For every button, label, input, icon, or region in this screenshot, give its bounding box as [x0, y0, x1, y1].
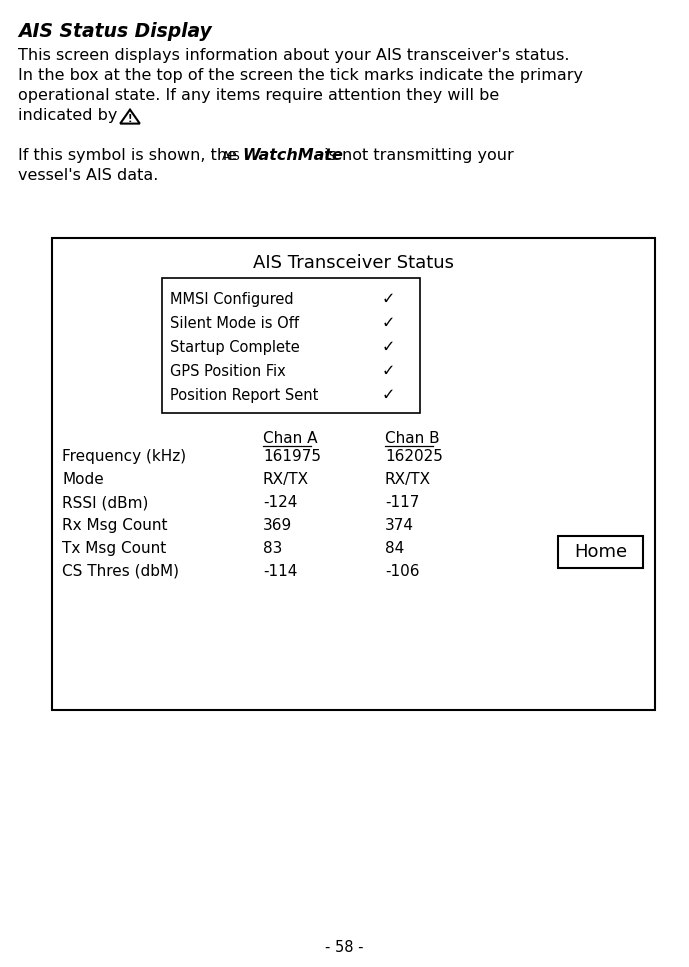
Text: AIS Transceiver Status: AIS Transceiver Status — [253, 254, 454, 272]
Text: WatchMate: WatchMate — [242, 148, 343, 163]
Text: RX/TX: RX/TX — [385, 472, 431, 487]
Text: AIS Status Display: AIS Status Display — [18, 22, 212, 41]
Text: CS Thres (dbM): CS Thres (dbM) — [62, 564, 179, 579]
Text: -106: -106 — [385, 564, 420, 579]
Text: Frequency (kHz): Frequency (kHz) — [62, 449, 186, 464]
Text: ✓: ✓ — [382, 292, 395, 307]
Text: !: ! — [127, 114, 132, 124]
Text: Chan B: Chan B — [385, 431, 440, 446]
Text: GPS Position Fix: GPS Position Fix — [170, 364, 286, 379]
Text: Position Report Sent: Position Report Sent — [170, 388, 318, 403]
Text: AIS: AIS — [222, 150, 240, 163]
Text: Startup Complete: Startup Complete — [170, 340, 300, 355]
Text: 161975: 161975 — [263, 449, 321, 464]
Text: ✓: ✓ — [382, 316, 395, 331]
Text: is not transmitting your: is not transmitting your — [319, 148, 514, 163]
Text: vessel's AIS data.: vessel's AIS data. — [18, 168, 158, 183]
Text: Tx Msg Count: Tx Msg Count — [62, 541, 166, 556]
Text: In the box at the top of the screen the tick marks indicate the primary: In the box at the top of the screen the … — [18, 68, 583, 83]
Text: ✓: ✓ — [382, 364, 395, 379]
Text: This screen displays information about your AIS transceiver's status.: This screen displays information about y… — [18, 48, 570, 63]
Text: ✓: ✓ — [382, 388, 395, 403]
Text: RSSI (dBm): RSSI (dBm) — [62, 495, 148, 510]
Bar — [162, 278, 420, 413]
Text: 84: 84 — [385, 541, 404, 556]
Text: -114: -114 — [263, 564, 298, 579]
Text: -124: -124 — [263, 495, 298, 510]
Bar — [52, 238, 655, 710]
Text: Home: Home — [574, 543, 627, 561]
Text: Mode: Mode — [62, 472, 104, 487]
Text: MMSI Configured: MMSI Configured — [170, 292, 294, 307]
Text: indicated by: indicated by — [18, 108, 117, 123]
Text: ✓: ✓ — [382, 340, 395, 355]
Text: 83: 83 — [263, 541, 282, 556]
Text: Rx Msg Count: Rx Msg Count — [62, 518, 167, 533]
Text: - 58 -: - 58 - — [325, 940, 364, 955]
Text: operational state. If any items require attention they will be: operational state. If any items require … — [18, 88, 500, 103]
Text: If this symbol is shown, the: If this symbol is shown, the — [18, 148, 242, 163]
Text: -117: -117 — [385, 495, 420, 510]
Text: Silent Mode is Off: Silent Mode is Off — [170, 316, 299, 331]
Text: RX/TX: RX/TX — [263, 472, 309, 487]
Text: 162025: 162025 — [385, 449, 443, 464]
Bar — [558, 536, 643, 568]
Text: Chan A: Chan A — [263, 431, 318, 446]
Text: 369: 369 — [263, 518, 292, 533]
Text: 374: 374 — [385, 518, 414, 533]
